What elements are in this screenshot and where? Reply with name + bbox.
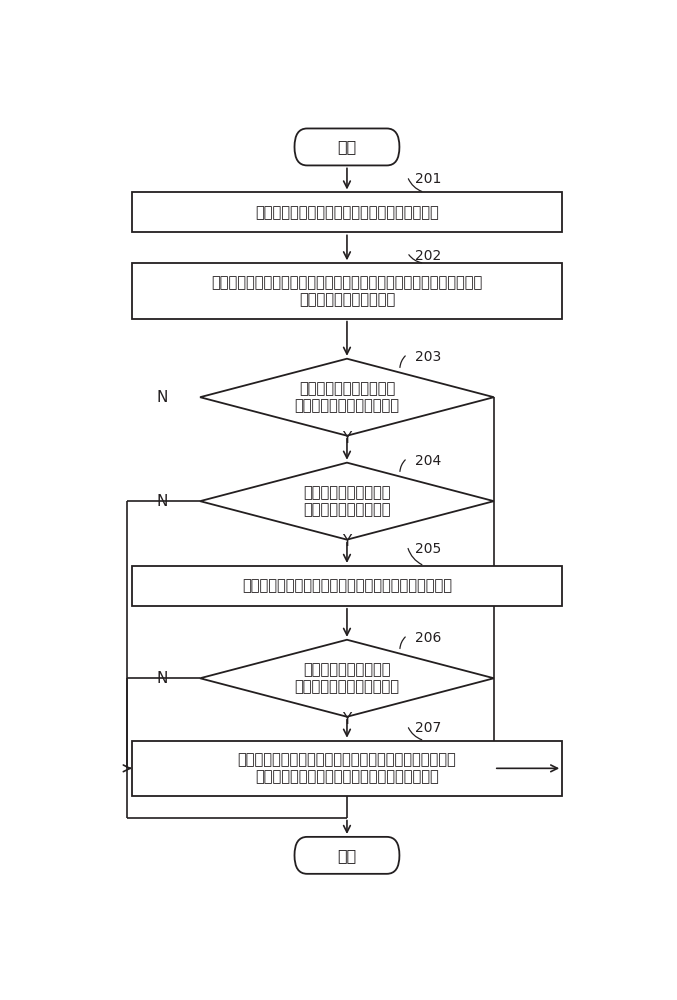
Text: 根据至少一个场景信息确定终端装置的用户场景: 根据至少一个场景信息确定终端装置的用户场景 (255, 205, 439, 220)
Text: 206: 206 (415, 631, 441, 645)
FancyArrowPatch shape (400, 460, 406, 471)
Text: 控制将所述可充电电池的充电电流增大至第一充电电流: 控制将所述可充电电池的充电电流增大至第一充电电流 (242, 578, 452, 593)
FancyBboxPatch shape (132, 741, 562, 796)
FancyBboxPatch shape (132, 263, 562, 319)
Text: 根据可充电电池的当前剩余电量和所述用户场景确定终端装置的预测待
充电电量和可用充电时长: 根据可充电电池的当前剩余电量和所述用户场景确定终端装置的预测待 充电电量和可用充… (211, 275, 483, 307)
FancyArrowPatch shape (409, 255, 422, 263)
Text: 203: 203 (415, 350, 441, 364)
Text: 207: 207 (415, 721, 441, 735)
Polygon shape (200, 463, 494, 540)
Text: N: N (156, 671, 168, 686)
Text: 开始: 开始 (337, 139, 357, 154)
Text: 控制将所述可充电电池的充电电流降低至第二充电电流；
其中，所述第一充电电流大于所述第二充电电流: 控制将所述可充电电池的充电电流降低至第二充电电流； 其中，所述第一充电电流大于所… (238, 752, 456, 785)
FancyBboxPatch shape (132, 566, 562, 606)
Text: N: N (156, 494, 168, 509)
FancyBboxPatch shape (294, 128, 399, 165)
FancyArrowPatch shape (408, 728, 422, 740)
FancyArrowPatch shape (400, 356, 406, 367)
FancyArrowPatch shape (400, 637, 406, 649)
FancyBboxPatch shape (132, 192, 562, 232)
Text: 205: 205 (415, 542, 441, 556)
Polygon shape (200, 359, 494, 436)
Text: 202: 202 (415, 249, 441, 263)
Text: 判断所述预测待充电电量
是否大于等于预定充电电量: 判断所述预测待充电电量 是否大于等于预定充电电量 (294, 381, 399, 413)
Polygon shape (200, 640, 494, 717)
Text: Y: Y (343, 431, 351, 446)
Text: N: N (156, 390, 168, 405)
Text: 201: 201 (415, 172, 441, 186)
Text: Y: Y (343, 712, 351, 727)
Text: 结束: 结束 (337, 848, 357, 863)
FancyBboxPatch shape (294, 837, 399, 874)
Text: 判断所述可用充电时长
是否大于等于预定充电时长: 判断所述可用充电时长 是否大于等于预定充电时长 (294, 662, 399, 694)
Text: 204: 204 (415, 454, 441, 468)
Text: 判断所述可用充电时长
是否小于预定充电时长: 判断所述可用充电时长 是否小于预定充电时长 (303, 485, 391, 517)
FancyArrowPatch shape (408, 179, 422, 191)
Text: Y: Y (343, 534, 351, 549)
FancyArrowPatch shape (408, 548, 422, 565)
